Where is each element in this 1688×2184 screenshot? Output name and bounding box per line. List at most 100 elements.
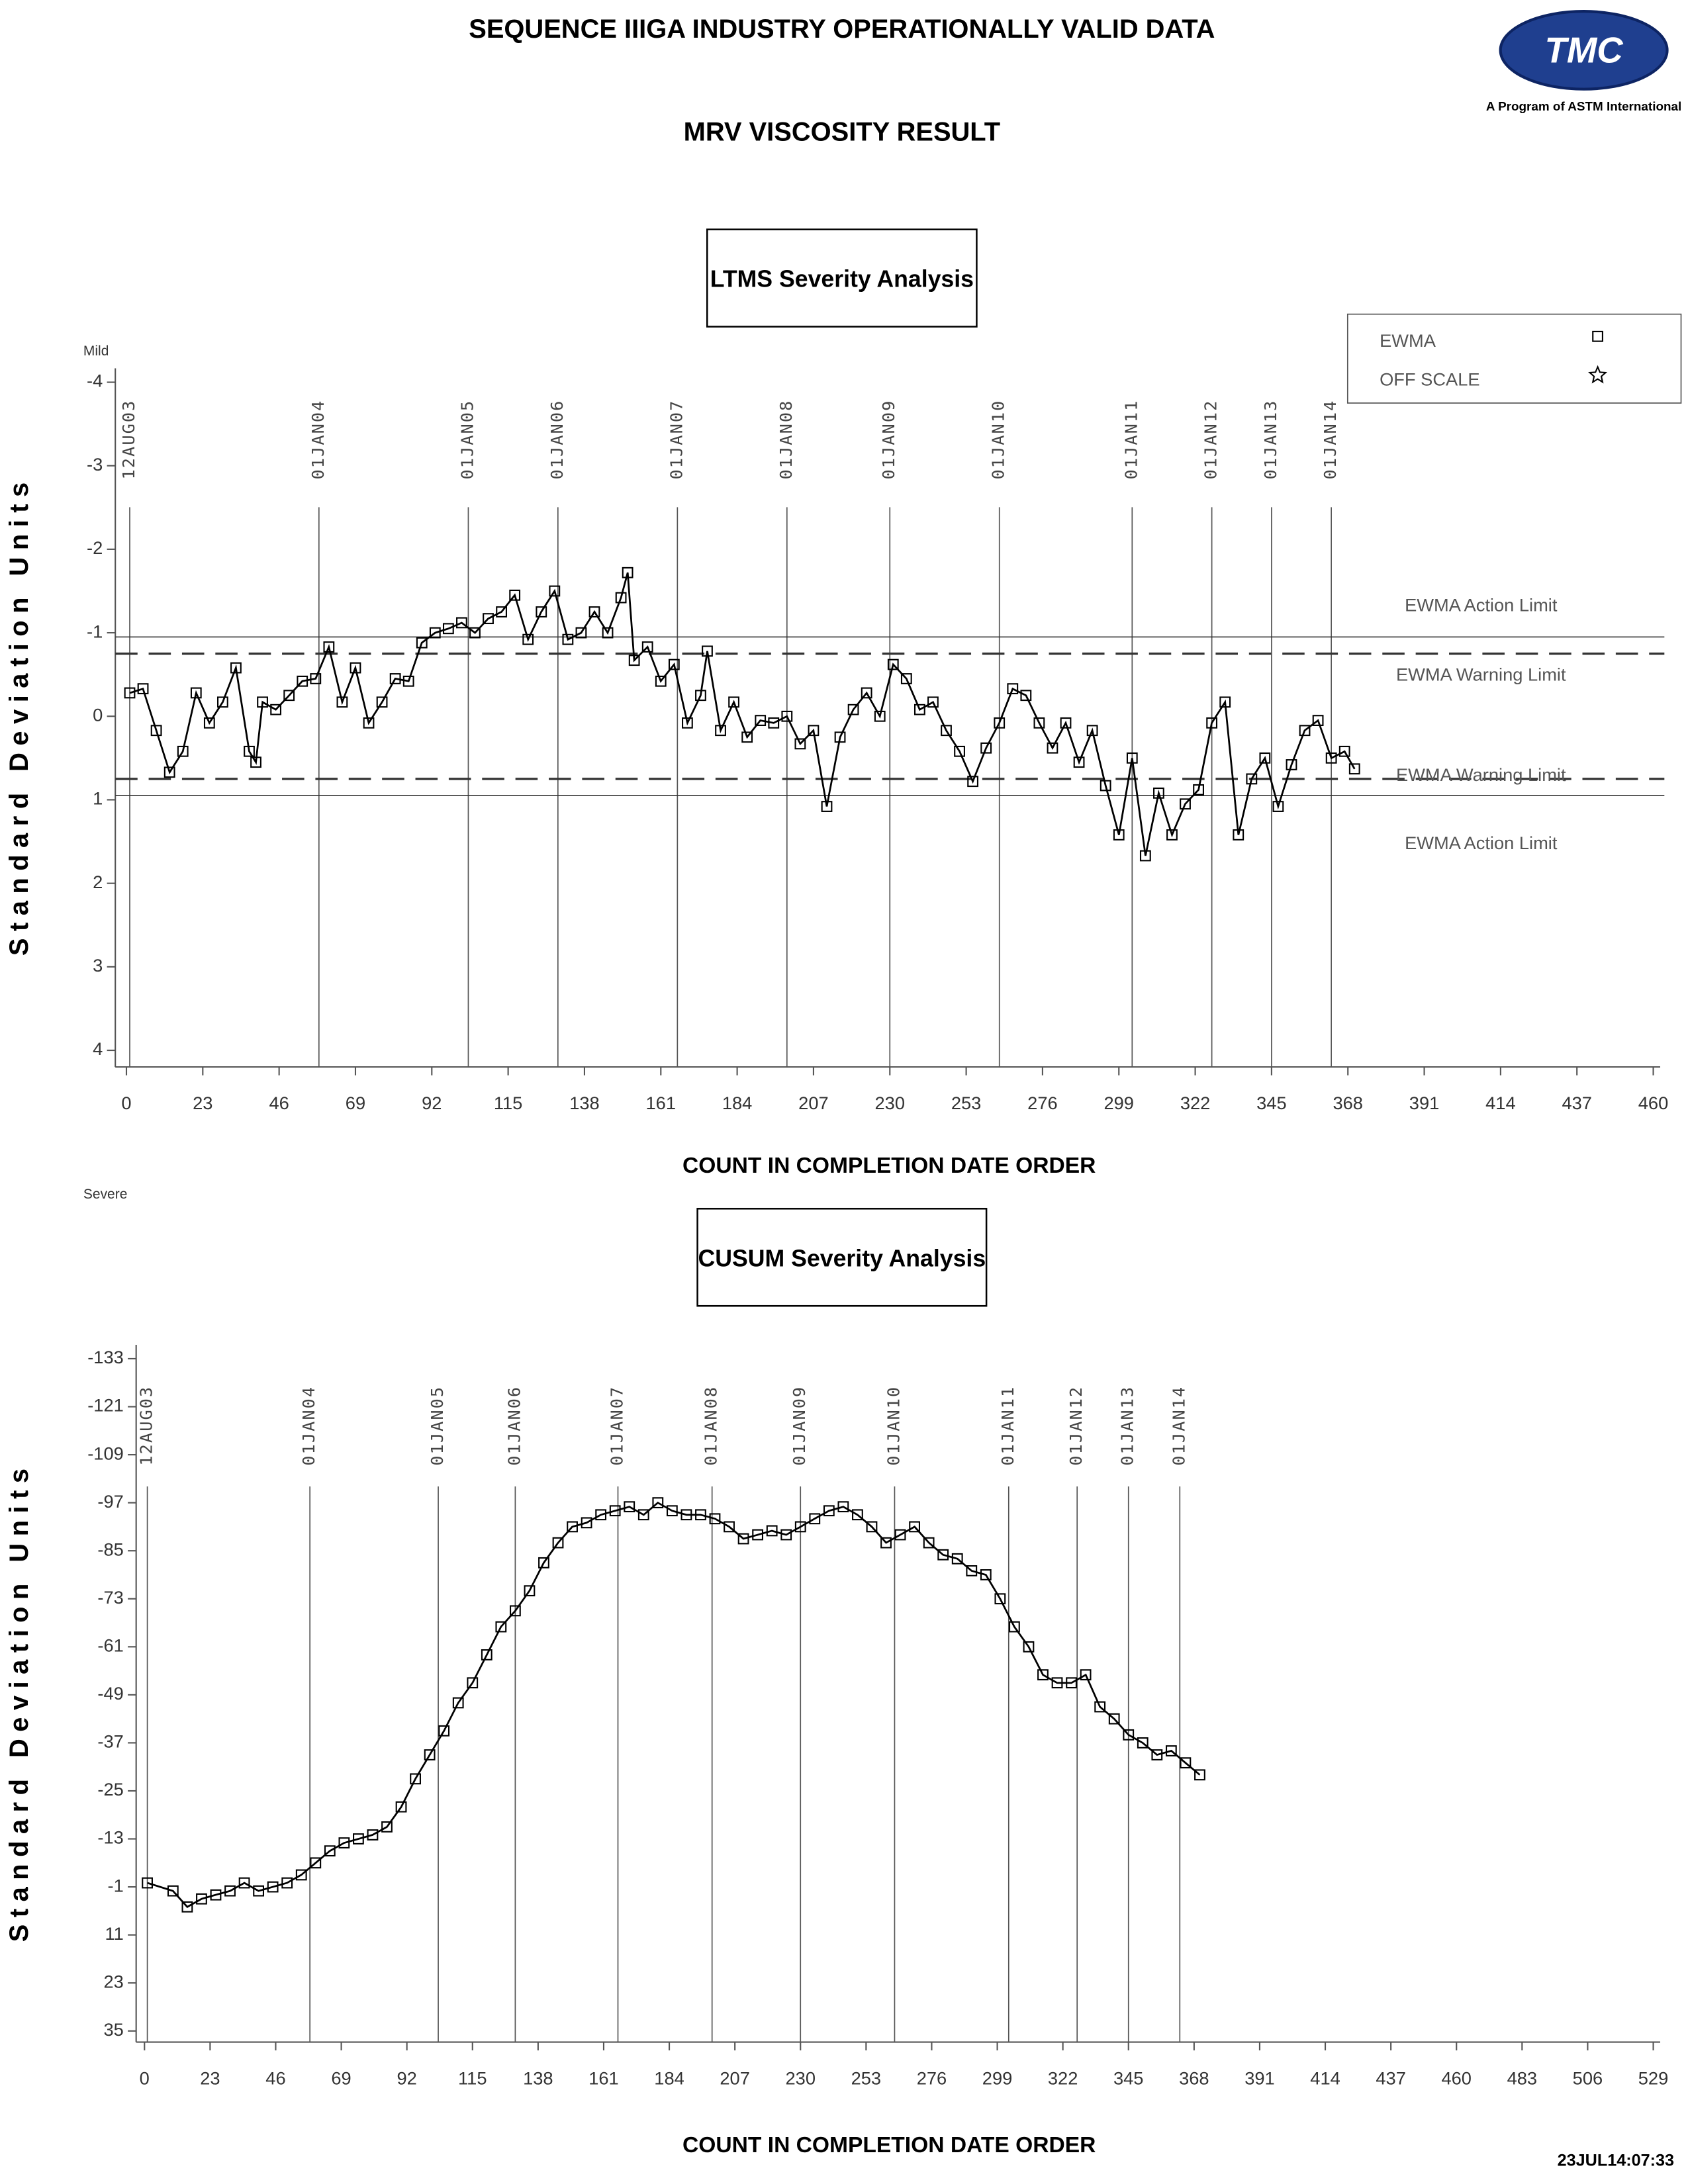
square-marker xyxy=(353,1833,364,1844)
x-tick-label: 345 xyxy=(1113,2068,1143,2088)
square-marker xyxy=(766,1525,778,1537)
series-line xyxy=(147,1501,1201,1909)
bottom-note: Severe xyxy=(83,1187,127,1202)
square-marker xyxy=(452,1697,464,1709)
square-marker xyxy=(980,742,992,754)
x-tick-label: 230 xyxy=(875,1093,905,1113)
square-marker xyxy=(823,1505,835,1517)
square-marker xyxy=(715,725,726,737)
x-tick-label: 460 xyxy=(1441,2068,1472,2088)
x-tick-label: 46 xyxy=(269,1093,289,1113)
x-tick-label: 92 xyxy=(397,2068,417,2088)
square-marker xyxy=(834,731,846,743)
date-label: 01JAN12 xyxy=(1201,400,1221,480)
square-marker xyxy=(937,1549,949,1561)
square-marker xyxy=(250,756,261,768)
x-tick-label: 207 xyxy=(798,1093,829,1113)
square-marker xyxy=(575,627,587,639)
square-marker xyxy=(1100,780,1111,792)
square-marker xyxy=(861,687,872,699)
y-tick-label: -133 xyxy=(87,1347,124,1367)
square-marker xyxy=(270,704,282,715)
x-tick-label: 368 xyxy=(1333,1093,1363,1113)
date-label: 01JAN05 xyxy=(428,1386,447,1466)
square-marker xyxy=(283,690,295,702)
date-label: 01JAN12 xyxy=(1066,1386,1086,1466)
square-marker xyxy=(429,627,441,639)
y-tick-label: -37 xyxy=(97,1731,123,1752)
square-marker xyxy=(495,1621,507,1633)
square-marker xyxy=(150,725,162,737)
square-marker xyxy=(549,585,561,597)
square-marker xyxy=(295,1869,307,1881)
date-label: 01JAN06 xyxy=(504,1386,524,1466)
square-marker xyxy=(1219,696,1231,708)
square-marker xyxy=(1126,752,1138,764)
square-marker xyxy=(1108,1713,1120,1725)
square-marker xyxy=(637,1509,649,1521)
square-marker xyxy=(794,738,806,750)
square-marker xyxy=(324,1845,336,1857)
top-note: Mild xyxy=(83,343,109,359)
square-marker xyxy=(1180,1757,1192,1769)
square-marker xyxy=(1137,1737,1149,1749)
timestamp: 23JUL14:07:33 xyxy=(1558,2152,1674,2170)
date-label: 01JAN10 xyxy=(989,400,1008,480)
date-label: 12AUG03 xyxy=(119,400,138,480)
x-tick-label: 184 xyxy=(722,1093,752,1113)
square-marker xyxy=(695,690,706,702)
square-marker xyxy=(367,1829,379,1841)
square-marker xyxy=(336,696,348,708)
square-marker xyxy=(837,1501,849,1513)
square-marker xyxy=(847,704,859,715)
square-marker xyxy=(581,1517,592,1529)
square-marker xyxy=(1194,1769,1205,1781)
legend-label: OFF SCALE xyxy=(1380,369,1480,390)
square-marker xyxy=(257,696,268,708)
square-marker xyxy=(203,717,215,729)
y-tick-label: 35 xyxy=(103,2019,123,2040)
x-tick-label: 345 xyxy=(1256,1093,1287,1113)
reference-label: EWMA Warning Limit xyxy=(1396,764,1566,785)
square-marker xyxy=(923,1537,935,1549)
square-marker xyxy=(695,1509,706,1521)
square-marker xyxy=(395,1801,407,1813)
square-marker xyxy=(966,1565,978,1576)
square-marker xyxy=(1272,801,1284,812)
square-marker xyxy=(181,1901,193,1913)
square-marker xyxy=(737,1533,749,1545)
square-marker xyxy=(768,717,780,729)
square-marker xyxy=(509,589,521,601)
square-marker xyxy=(954,745,965,757)
square-marker xyxy=(323,641,335,653)
square-marker xyxy=(1166,829,1178,841)
square-marker xyxy=(552,1537,564,1549)
square-marker xyxy=(1206,717,1218,729)
y-axis-label: Standard Deviation Units xyxy=(5,475,34,956)
square-marker xyxy=(1113,829,1125,841)
square-marker xyxy=(1325,752,1337,764)
x-tick-label: 115 xyxy=(494,1093,522,1113)
square-marker xyxy=(1180,798,1191,810)
square-marker xyxy=(310,673,322,684)
square-marker xyxy=(967,776,979,788)
square-marker xyxy=(230,662,242,674)
x-tick-label: 276 xyxy=(917,2068,947,2088)
x-tick-label: 207 xyxy=(720,2068,750,2088)
square-marker xyxy=(509,1605,521,1617)
square-marker xyxy=(224,1885,236,1897)
square-marker xyxy=(376,696,388,708)
square-marker xyxy=(724,1521,735,1533)
square-marker xyxy=(442,623,454,635)
square-marker xyxy=(338,1837,350,1848)
square-marker xyxy=(267,1881,279,1893)
y-tick-label: 3 xyxy=(93,955,103,976)
square-marker xyxy=(655,675,667,687)
x-tick-label: 391 xyxy=(1409,1093,1440,1113)
square-marker xyxy=(914,704,925,715)
square-marker xyxy=(909,1521,920,1533)
square-marker xyxy=(310,1857,322,1869)
x-tick-label: 391 xyxy=(1244,2068,1274,2088)
square-marker xyxy=(702,645,713,657)
square-marker xyxy=(177,745,189,757)
